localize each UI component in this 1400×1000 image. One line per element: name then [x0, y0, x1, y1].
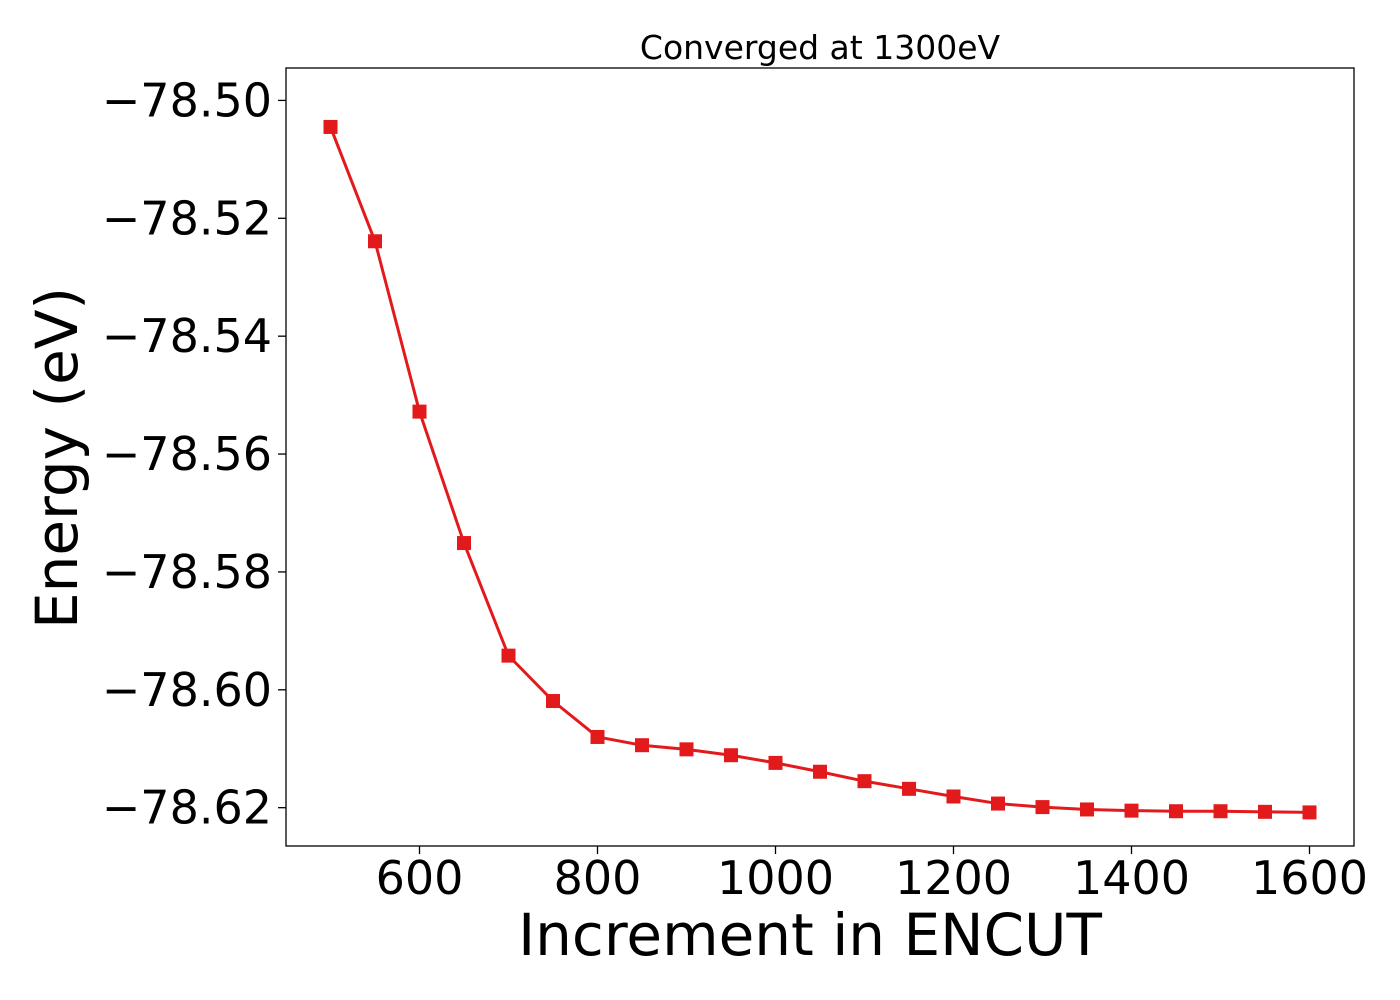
data-point-marker: [323, 119, 338, 134]
y-tick-label: −78.50: [102, 73, 272, 127]
x-tick-label: 1600: [1251, 851, 1368, 905]
data-point-marker: [813, 764, 827, 779]
data-point-marker: [457, 536, 471, 551]
data-point-marker: [1169, 804, 1183, 819]
y-tick-label: −78.60: [102, 663, 272, 717]
data-point-marker: [368, 234, 382, 249]
y-tick-label: −78.54: [102, 309, 272, 363]
data-point-marker: [1080, 802, 1094, 817]
chart-title: Converged at 1300eV: [640, 28, 1001, 67]
data-point-marker: [857, 774, 872, 789]
data-point-marker: [724, 748, 738, 763]
x-axis-title: Increment in ENCUT: [518, 901, 1102, 969]
data-point-marker: [679, 742, 694, 757]
x-tick-label: 600: [376, 851, 464, 905]
x-tick-label: 1000: [717, 851, 834, 905]
data-point-marker: [1258, 804, 1272, 819]
data-point-marker: [946, 789, 961, 804]
y-axis: −78.50 −78.52 −78.54 −78.56 −78.58 −78.60 −78.…: [102, 73, 286, 835]
data-point-marker: [546, 694, 560, 709]
y-tick-label: −78.58: [102, 545, 272, 599]
data-point-marker: [991, 796, 1005, 811]
plot-frame: [285, 67, 1355, 847]
x-tick-label: 1400: [1073, 851, 1190, 905]
y-tick-label: −78.56: [102, 427, 272, 481]
y-tick-label: −78.52: [102, 191, 272, 245]
data-point-marker: [768, 755, 783, 770]
plot-area: [323, 119, 1317, 820]
x-tick-label: 1200: [895, 851, 1012, 905]
data-point-marker: [902, 781, 916, 796]
data-point-marker: [1035, 800, 1050, 815]
data-point-marker: [1302, 805, 1317, 820]
data-point-marker: [412, 404, 427, 419]
y-axis-title: Energy (eV): [23, 287, 91, 629]
x-tick-label: 800: [554, 851, 642, 905]
x-axis: 600 800 1000 1200 1400 1600: [376, 846, 1368, 905]
data-point-marker: [1213, 804, 1228, 819]
data-point-marker: [1124, 803, 1139, 818]
data-point-marker: [590, 729, 605, 744]
y-tick-label: −78.62: [102, 781, 272, 835]
data-point-marker: [635, 738, 649, 753]
data-point-marker: [501, 648, 516, 663]
